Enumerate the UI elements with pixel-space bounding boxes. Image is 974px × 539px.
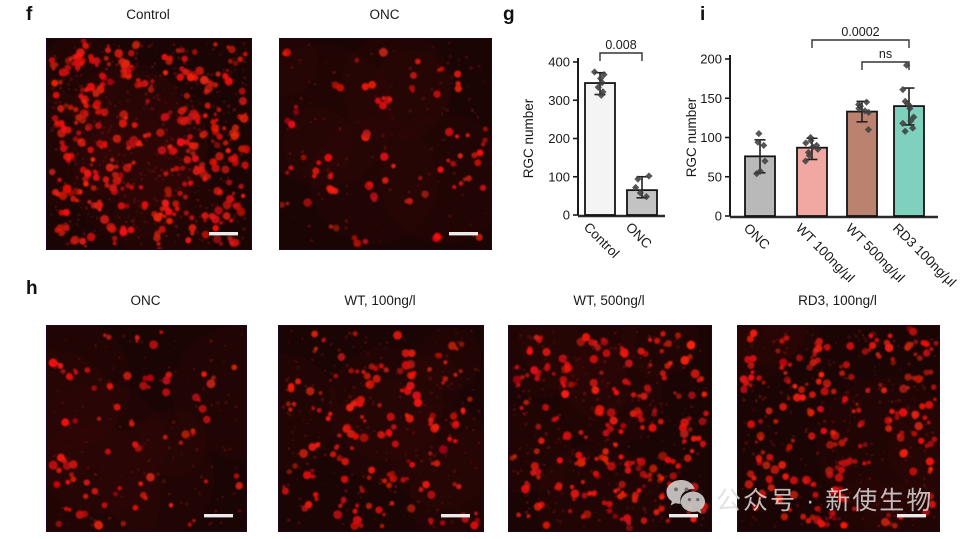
panel-letter-h: h <box>26 278 38 299</box>
svg-text:50: 50 <box>708 169 722 184</box>
bar-chart-rgc-control-vs-onc: 0 100 200 300 400 RGC number Control ONC 0.008 <box>505 8 695 288</box>
scale-bar <box>441 514 470 518</box>
svg-text:100: 100 <box>548 169 570 184</box>
svg-text:200: 200 <box>548 131 570 146</box>
scale-bar <box>204 514 233 518</box>
svg-text:Control: Control <box>581 220 622 261</box>
micrograph-onc <box>279 38 492 250</box>
svg-text:ns: ns <box>879 47 892 61</box>
svg-text:0.008: 0.008 <box>605 38 636 52</box>
image-title-h-wt500: WT, 500ng/l <box>573 293 645 308</box>
svg-text:200: 200 <box>700 52 722 67</box>
scale-bar <box>897 514 926 518</box>
micrograph-h-wt500 <box>508 325 712 532</box>
micrograph-control <box>46 38 252 250</box>
scale-bar <box>669 514 698 518</box>
scale-bar <box>209 232 238 236</box>
micrograph-h-wt100 <box>278 325 484 532</box>
svg-text:150: 150 <box>700 91 722 106</box>
svg-text:ONC: ONC <box>741 221 773 253</box>
image-title-onc: ONC <box>369 7 400 22</box>
svg-text:ONC: ONC <box>623 220 655 252</box>
bar-chart-rgc-treatments: 0 50 100 150 200 RGC number ONC WT 100ng/μl WT 5… <box>684 8 974 293</box>
panel-letter-i: i <box>700 4 706 25</box>
micrograph-h-onc <box>46 325 247 532</box>
image-title-h-rd3: RD3, 100ng/l <box>798 293 877 308</box>
svg-text:0: 0 <box>715 209 722 224</box>
svg-text:RGC number: RGC number <box>684 97 699 177</box>
svg-text:300: 300 <box>548 93 570 108</box>
svg-text:400: 400 <box>548 55 570 70</box>
image-title-h-wt100: WT, 100ng/l <box>344 293 416 308</box>
image-title-control: Control <box>126 7 170 22</box>
svg-text:100: 100 <box>700 130 722 145</box>
panel-letter-f: f <box>26 4 33 25</box>
panel-letter-g: g <box>503 4 515 25</box>
svg-text:0: 0 <box>563 208 570 223</box>
micrograph-h-rd3 <box>737 325 940 532</box>
scale-bar <box>449 232 478 236</box>
image-title-h-onc: ONC <box>130 293 161 308</box>
svg-text:RGC number: RGC number <box>521 98 536 178</box>
svg-text:0.0002: 0.0002 <box>841 25 879 39</box>
